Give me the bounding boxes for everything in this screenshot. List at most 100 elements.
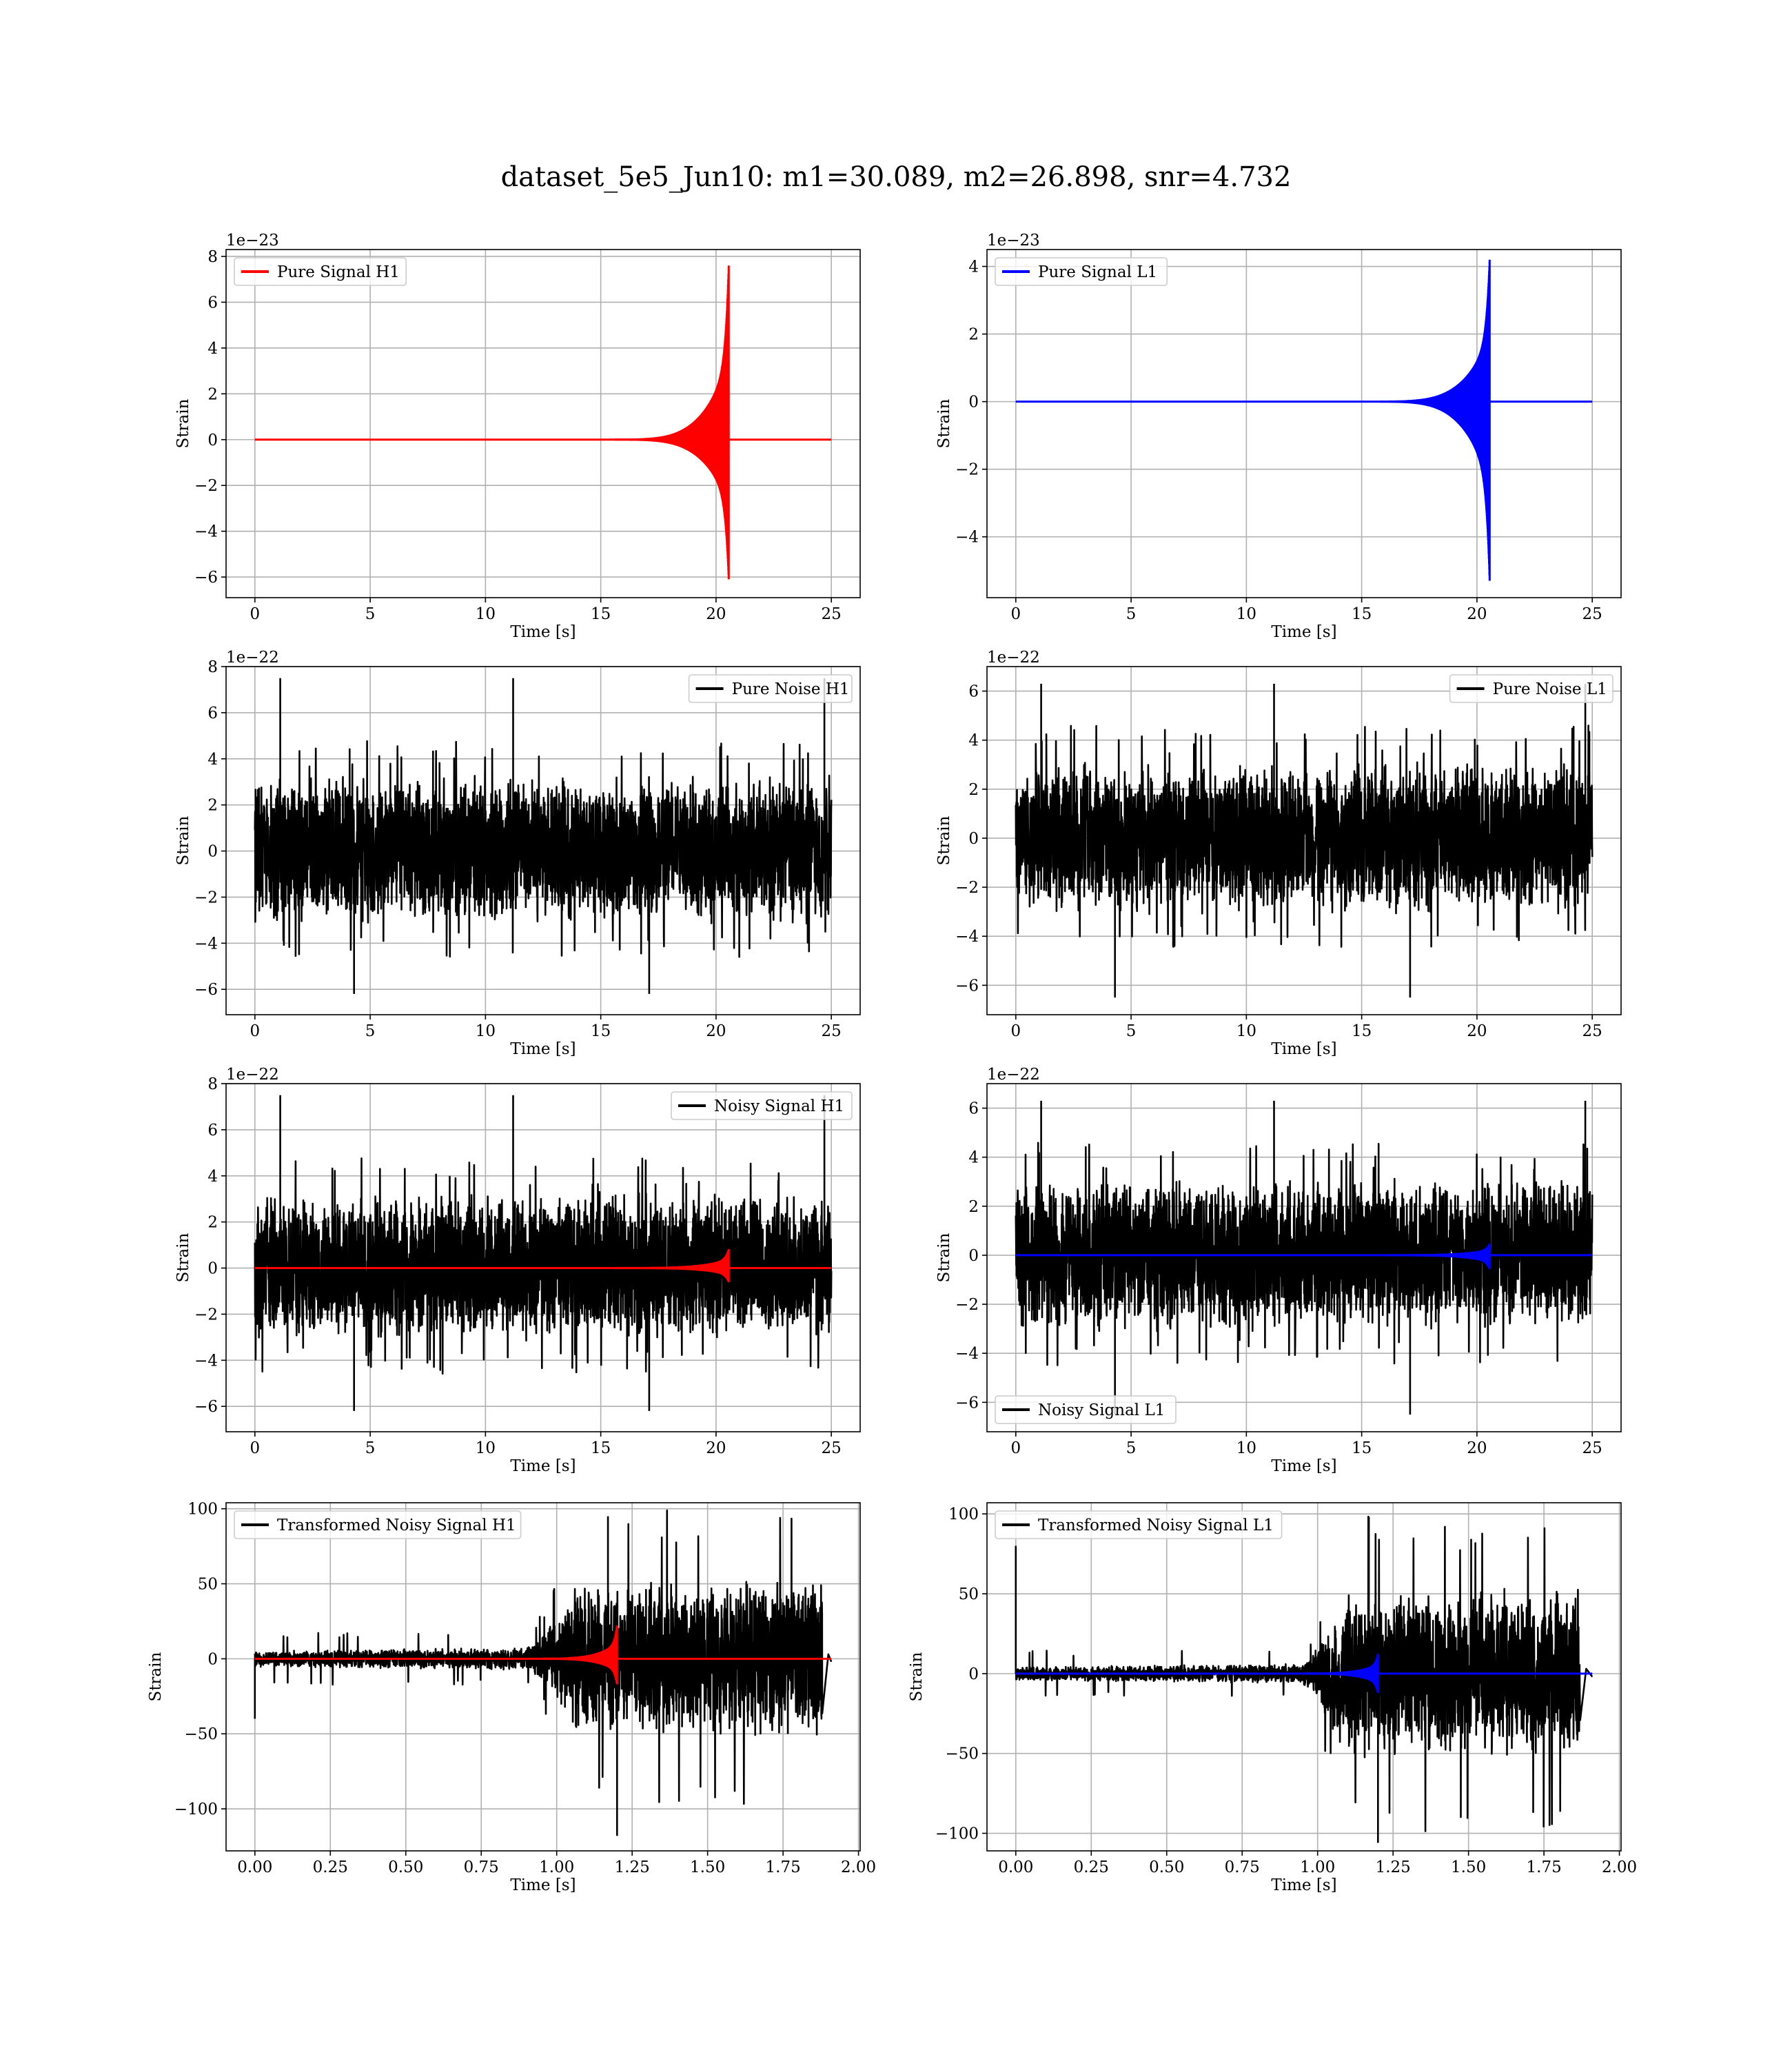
x-tick-label: 0.50 [1149, 1858, 1184, 1876]
x-tick-label: 10 [1236, 605, 1256, 623]
offset-text: 1e−22 [987, 649, 1040, 667]
x-tick-label: 10 [476, 1022, 496, 1040]
y-tick-label: −6 [194, 981, 218, 999]
x-tick-label: 15 [1352, 605, 1372, 623]
axes-frame [225, 1083, 861, 1432]
y-axis-label: Strain [174, 1233, 192, 1282]
series-line [1015, 683, 1594, 998]
x-tick-label: 0 [1010, 1022, 1021, 1040]
plot-area [254, 1509, 833, 1836]
y-tick-label: 6 [207, 1122, 218, 1139]
legend: Pure Signal L1 [995, 257, 1168, 286]
x-tick-label: 10 [476, 1439, 496, 1457]
y-tick-label: 4 [207, 340, 218, 358]
x-axis-label: Time [s] [510, 623, 576, 641]
axes-frame [225, 1502, 861, 1852]
subplot-8: 0.00 0.25 0.50 0.75 1.00 1.25 1.50 1.75 2.00 −100… [908, 1502, 1637, 1894]
legend-label: Noisy Signal H1 [714, 1097, 844, 1115]
x-tick-label: 10 [1236, 1439, 1256, 1457]
y-tick-label: 4 [207, 1168, 218, 1186]
x-axis-label: Time [s] [510, 1040, 576, 1058]
axes-frame [225, 666, 861, 1015]
axes-frame [986, 1502, 1622, 1852]
legend: Pure Signal H1 [234, 257, 407, 286]
x-tick-label: 1.25 [615, 1858, 650, 1876]
legend: Pure Noise L1 [1449, 674, 1613, 703]
x-tick-label: 1.25 [1376, 1858, 1411, 1876]
y-axis-label: Strain [908, 1652, 926, 1701]
subplot-5: 0 5 10 15 20 25 −6 −4 −2 0 2 4 6 8 1e−22 Time [s] Strain… [174, 1066, 861, 1475]
legend-box [688, 674, 853, 703]
x-tick-label: 20 [1467, 605, 1487, 623]
subplot-2: 0 5 10 15 20 25 −4 −2 0 2 4 1e−23 Time [s] Strain Pure… [935, 232, 1622, 641]
x-tick-label: 25 [822, 1022, 842, 1040]
x-tick-label: 5 [1126, 605, 1137, 623]
x-axis-label: Time [s] [1271, 1457, 1336, 1475]
x-tick-label: 25 [1582, 1022, 1602, 1040]
x-tick-label: 25 [1582, 605, 1602, 623]
y-tick-label: −4 [194, 935, 218, 953]
legend: Noisy Signal L1 [995, 1395, 1177, 1424]
x-tick-label: 1.75 [766, 1858, 801, 1876]
legend: Transformed Noisy Signal L1 [995, 1510, 1283, 1539]
y-tick-label: −6 [955, 977, 979, 995]
x-tick-label: 0 [250, 1439, 260, 1457]
x-tick-label: 5 [1126, 1022, 1137, 1040]
legend-label: Noisy Signal L1 [1038, 1401, 1165, 1419]
y-tick-label: 2 [207, 797, 218, 815]
y-axis-label: Strain [935, 1233, 953, 1282]
plot-area [254, 1095, 833, 1411]
y-tick-label: −100 [935, 1825, 979, 1843]
x-tick-label: 25 [822, 605, 842, 623]
x-tick-label: 5 [1126, 1439, 1137, 1457]
y-tick-label: −6 [194, 1398, 218, 1416]
series-line [254, 1248, 832, 1283]
x-tick-label: 0.00 [998, 1858, 1033, 1876]
legend-box [234, 1510, 522, 1539]
x-tick-label: 0 [1010, 1439, 1021, 1457]
legend: Transformed Noisy Signal H1 [234, 1510, 522, 1539]
x-tick-label: 0.25 [1074, 1858, 1109, 1876]
x-tick-label: 15 [591, 1022, 611, 1040]
y-tick-label: 8 [207, 658, 218, 676]
y-axis-label: Strain [174, 398, 192, 448]
y-tick-label: 0 [207, 1260, 218, 1278]
x-tick-label: 10 [1236, 1022, 1256, 1040]
series-line [254, 1509, 833, 1836]
series-line [254, 265, 832, 580]
x-axis-label: Time [s] [510, 1876, 576, 1894]
y-tick-label: −2 [955, 461, 979, 479]
y-tick-label: −2 [194, 889, 218, 906]
x-tick-label: 25 [822, 1439, 842, 1457]
x-tick-label: 20 [706, 1022, 726, 1040]
subplot-6: 0 5 10 15 20 25 −6 −4 −2 0 2 4 6 1e−22 Time [s] Strain N… [935, 1066, 1622, 1475]
legend: Noisy Signal H1 [671, 1091, 853, 1120]
x-tick-label: 0 [250, 605, 260, 623]
x-tick-label: 2.00 [841, 1858, 876, 1876]
x-tick-label: 20 [1467, 1022, 1487, 1040]
x-tick-label: 0 [250, 1022, 260, 1040]
legend-box [995, 1510, 1283, 1539]
legend-box [234, 257, 407, 286]
y-tick-label: 6 [207, 704, 218, 722]
y-tick-label: 0 [968, 830, 979, 848]
x-axis-label: Time [s] [1271, 1040, 1336, 1058]
y-tick-label: −4 [955, 529, 979, 547]
x-tick-label: 20 [706, 1439, 726, 1457]
x-tick-label: 20 [1467, 1439, 1487, 1457]
legend-label: Pure Noise L1 [1493, 680, 1607, 698]
subplot-7: 0.00 0.25 0.50 0.75 1.00 1.25 1.50 1.75 2.00 −100… [147, 1501, 876, 1894]
y-tick-label: 2 [968, 781, 979, 799]
legend-label: Transformed Noisy Signal H1 [277, 1517, 516, 1534]
x-tick-label: 0.00 [237, 1858, 272, 1876]
offset-text: 1e−23 [987, 232, 1040, 250]
y-tick-label: 50 [959, 1585, 979, 1603]
y-tick-label: 0 [207, 1650, 218, 1668]
y-tick-label: −100 [174, 1801, 218, 1818]
legend-label: Pure Noise H1 [732, 680, 850, 698]
x-tick-label: 5 [365, 605, 376, 623]
y-tick-label: 2 [968, 326, 979, 344]
series-line [1015, 259, 1593, 581]
series-line [1015, 1515, 1594, 1843]
